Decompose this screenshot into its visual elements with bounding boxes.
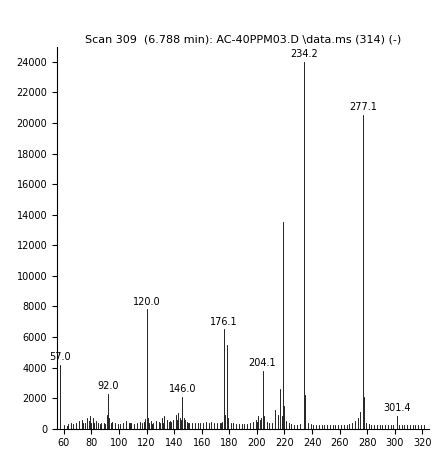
Text: 234.2: 234.2 <box>290 49 318 59</box>
Text: 120.0: 120.0 <box>133 297 160 307</box>
Text: 176.1: 176.1 <box>210 317 238 327</box>
Text: 146.0: 146.0 <box>169 384 196 394</box>
Text: 204.1: 204.1 <box>249 358 276 368</box>
Text: 301.4: 301.4 <box>383 404 410 413</box>
Text: 277.1: 277.1 <box>349 103 377 112</box>
Text: 57.0: 57.0 <box>49 352 71 362</box>
Text: 92.0: 92.0 <box>97 381 119 391</box>
Title: Scan 309  (6.788 min): AC-40PPM03.D \data.ms (314) (-): Scan 309 (6.788 min): AC-40PPM03.D \data… <box>85 34 401 44</box>
